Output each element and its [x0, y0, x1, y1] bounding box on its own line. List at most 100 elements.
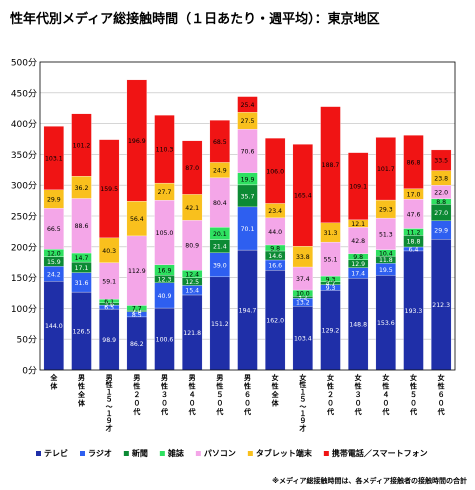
legend-label: ラジオ: [88, 449, 112, 458]
x-tick-label: 女性全体: [271, 373, 280, 408]
x-tick-label: 男性６０代: [243, 374, 251, 416]
legend-label: パソコン: [204, 448, 236, 458]
data-label: 22.0: [434, 189, 448, 196]
legend-label: テレビ: [44, 448, 68, 458]
data-label: 40.9: [158, 293, 172, 300]
data-label: 7.7: [132, 305, 142, 312]
data-label: 33.5: [434, 158, 448, 165]
data-label: 86.8: [407, 159, 421, 166]
data-label: 42.8: [351, 238, 365, 245]
data-label: 86.2: [130, 341, 144, 348]
x-tick-label: 女性６０代: [437, 373, 445, 416]
bar-segment: [375, 137, 396, 201]
data-label: 44.0: [268, 229, 282, 236]
y-tick-label: 400分: [11, 119, 37, 130]
data-label: 14.7: [75, 255, 89, 262]
data-label: 3.2: [298, 295, 308, 302]
bar-stack: 144.0 24.2 15.9 12.0 66.5 29.9 103.1: [43, 126, 64, 371]
y-tick-label: 200分: [11, 242, 37, 253]
legend-item: 携帯電話／スマートフォン: [323, 448, 428, 458]
bar-stack: 126.5 31.6 17.1 14.7 88.6 36.2 101.2: [71, 113, 92, 371]
data-label: 10.4: [379, 250, 393, 257]
data-label: 29.9: [47, 197, 61, 204]
data-label: 12.9: [351, 261, 365, 268]
legend-item: ラジオ: [80, 449, 112, 458]
data-label: 15.4: [185, 288, 199, 295]
data-label: 121.8: [183, 330, 201, 337]
data-label: 165.4: [294, 193, 312, 200]
bar-segment: [99, 139, 120, 239]
data-label: 27.0: [434, 210, 448, 217]
bar-segment: [126, 79, 147, 202]
bar-segment: [320, 106, 341, 223]
x-tick-label: 男性４０代: [188, 374, 196, 416]
bar-segment: [209, 120, 230, 163]
legend-swatch: [247, 451, 253, 456]
data-label: 16.9: [158, 268, 172, 275]
legend-swatch: [159, 451, 165, 456]
legend-label: 新聞: [132, 448, 148, 458]
data-label: 106.0: [266, 168, 284, 175]
bar-segment: [431, 149, 452, 171]
bar-segment: [237, 96, 258, 113]
data-label: 23.4: [268, 208, 282, 215]
y-tick-label: 50分: [17, 335, 37, 346]
data-label: 193.3: [405, 308, 423, 315]
data-label: 20.1: [213, 231, 227, 238]
x-tick-label: 男性２０代: [132, 374, 140, 416]
data-label: 110.3: [156, 147, 174, 154]
bar-segment: [154, 115, 175, 184]
footnote: ※メディア総接触時間は、各メディア接触者の接触時間の合計: [272, 477, 467, 485]
data-label: 51.3: [379, 231, 393, 238]
data-label: 129.2: [322, 328, 340, 335]
data-label: 9.8: [270, 245, 280, 252]
y-tick-label: 450分: [11, 88, 37, 99]
data-label: 12.1: [351, 221, 365, 228]
data-label: 56.4: [130, 216, 144, 223]
legend-item: テレビ: [36, 448, 68, 458]
plot-frame: [39, 61, 456, 371]
data-label: 103.4: [294, 336, 312, 343]
legend: テレビ ラジオ 新聞 雑誌 パソコン タブレット端末 携帯電話／スマートフォン: [36, 448, 428, 458]
bar-stack: 129.2 9.34.79.3 55.1 31.3 188.7: [320, 106, 341, 371]
x-tick-label: 男性３０代: [160, 374, 168, 416]
data-label: 3.6: [104, 301, 114, 308]
data-label: 126.5: [73, 329, 91, 336]
data-label: 37.4: [296, 276, 310, 283]
data-label: 6.1: [104, 298, 114, 305]
data-label: 16.6: [268, 263, 282, 270]
bar-stack: 121.8 15.4 12.512.4 80.9 42.1 87.0: [182, 140, 203, 371]
data-label: 159.5: [100, 186, 118, 193]
legend-swatch: [36, 451, 41, 456]
data-label: 12.4: [185, 271, 199, 278]
data-label: 100.6: [156, 337, 174, 344]
data-label: 18.8: [407, 239, 421, 246]
data-label: 12.5: [185, 279, 199, 286]
data-label: 55.1: [324, 257, 338, 264]
chart-title: 性年代別メディア総接触時間（１日あたり・週平均）：東京地区: [10, 12, 380, 27]
data-label: 101.2: [73, 142, 91, 149]
data-label: 12.0: [47, 250, 61, 257]
bar-stack: 100.6 40.9 12.3 16.9 105.0 27.7 110.3: [154, 115, 175, 371]
legend-item: 雑誌: [159, 448, 184, 458]
data-label: 80.9: [185, 243, 199, 250]
bar-stack: 193.3 6.418.8 11.2 47.6 17.0 86.8: [403, 135, 424, 371]
bar-stack: 98.9 6.53.66.1 59.1 40.3 159.5: [99, 139, 120, 371]
y-tick-label: 100分: [11, 304, 37, 315]
data-label: 25.4: [241, 102, 255, 109]
legend-swatch: [123, 451, 129, 456]
y-tick-label: 250分: [11, 212, 37, 223]
bar-segment: [43, 126, 64, 190]
y-axis-ticks: 0分 50分 100分 150分 200分 250分 300分 350分 400分 450分 500…: [11, 58, 37, 377]
bar-stack: 103.4 13.23.210.0 37.4 33.8 165.4: [292, 144, 313, 371]
data-label: 17.0: [407, 191, 421, 198]
data-label: 17.4: [351, 270, 365, 277]
data-label: 35.7: [241, 193, 255, 200]
x-tick-label: 女性５０代: [409, 373, 417, 416]
legend-label: 雑誌: [167, 448, 184, 458]
legend-item: パソコン: [195, 448, 236, 458]
data-label: 87.0: [185, 165, 199, 172]
bar-stack: 151.2 39.0 21.4 20.1 80.4 24.9 68.5: [209, 120, 230, 371]
